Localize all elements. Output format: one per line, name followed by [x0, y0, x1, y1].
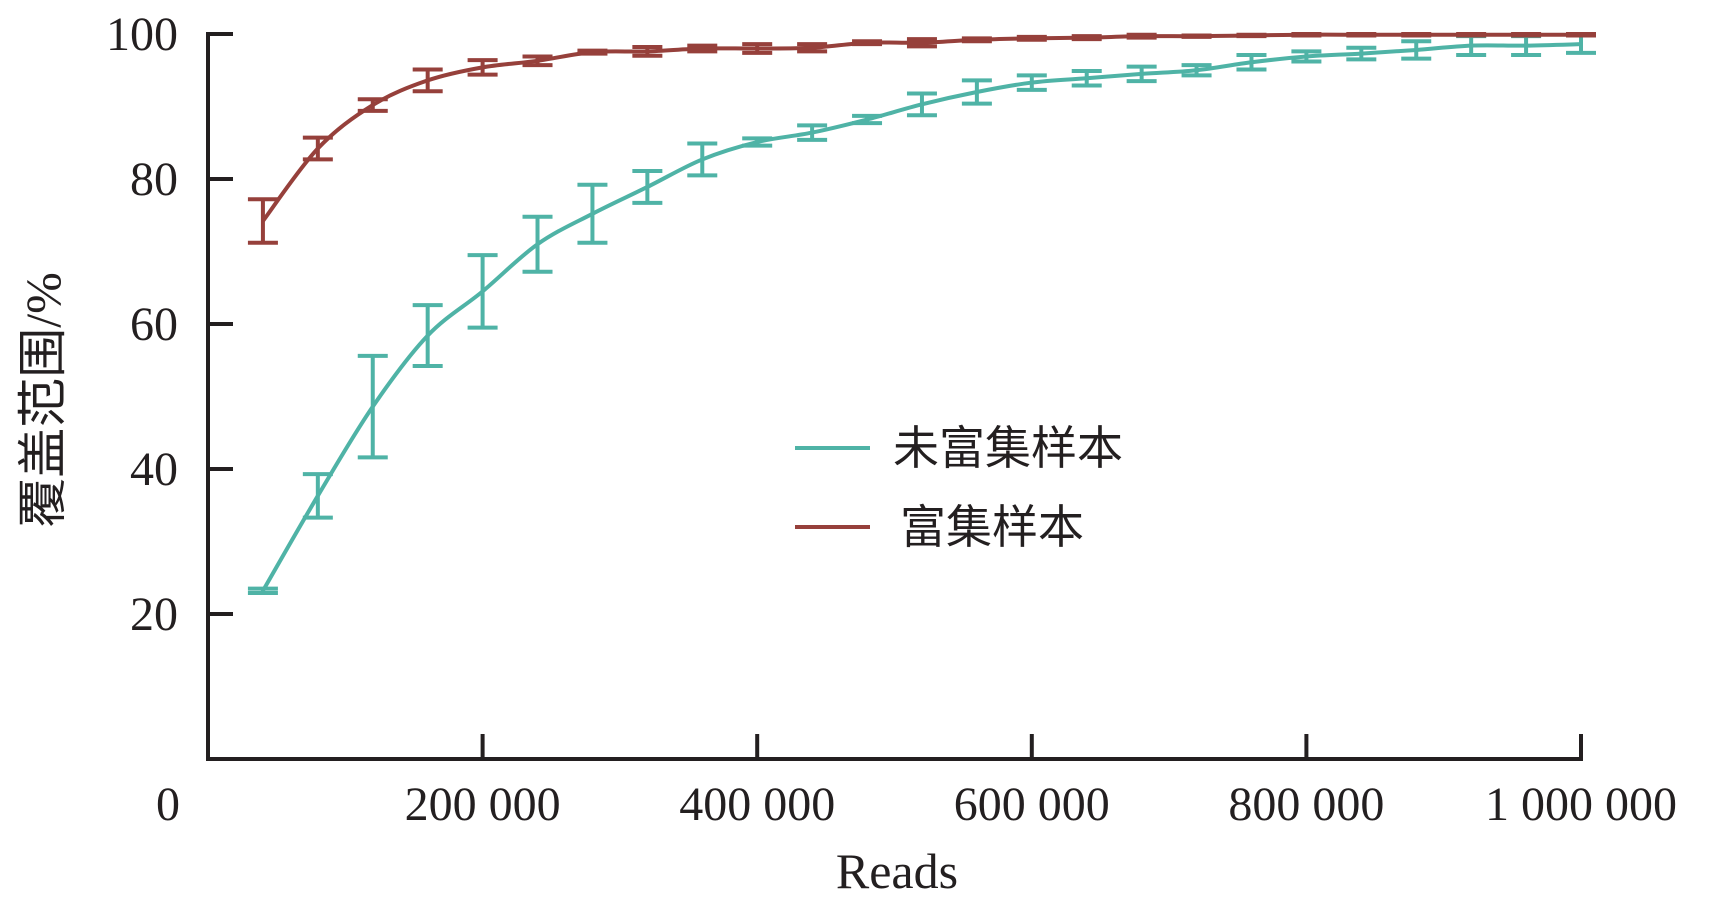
error-bar: [247, 197, 278, 245]
x-tick-label: 600 000: [954, 778, 1110, 831]
error-bar: [467, 253, 498, 330]
series-line: [261, 42, 1582, 592]
error-bar: [797, 42, 828, 54]
error-bar: [1511, 32, 1542, 38]
error-bar: [412, 67, 443, 94]
error-bar: [302, 135, 333, 162]
error-bar: [522, 214, 553, 274]
y-tick-label: 100: [106, 8, 178, 61]
x-tick-label: 1 000 000: [1485, 778, 1677, 831]
error-bar: [1566, 32, 1596, 38]
error-bar: [961, 36, 992, 44]
legend: 未富集样本 富集样本: [795, 421, 1123, 554]
error-bar: [1456, 32, 1487, 38]
error-bar: [687, 141, 718, 178]
error-bar: [1126, 32, 1157, 40]
error-bar: [632, 169, 663, 205]
error-bar: [1126, 64, 1157, 84]
error-bar: [1291, 49, 1322, 64]
legend-label-enriched: 富集样本: [900, 500, 1084, 554]
error-bar: [522, 54, 553, 68]
error-bar: [1401, 39, 1432, 61]
x-tick-label: 200 000: [405, 778, 561, 831]
series-line: [261, 32, 1581, 223]
error-bar: [577, 182, 608, 245]
y-tick-label: 60: [130, 298, 178, 351]
x-tick-label: 800 000: [1228, 778, 1384, 831]
error-bar: [412, 303, 443, 369]
error-bar: [1346, 32, 1377, 38]
error-bar: [357, 97, 388, 113]
error-bar: [357, 353, 388, 460]
error-bar: [852, 39, 883, 47]
error-bar: [1016, 34, 1047, 42]
x-tick-label: 0: [156, 778, 180, 831]
y-tick-label: 20: [130, 588, 178, 641]
x-axis-title: Reads: [836, 843, 958, 899]
error-bar: [632, 45, 663, 58]
axes: 20 40 60 80 100 0 200 000 400 000 600 000 800 000…: [106, 8, 1677, 831]
error-bar: [1071, 68, 1102, 88]
error-bar: [1291, 32, 1322, 38]
error-bar: [742, 136, 773, 148]
error-bar: [1401, 32, 1432, 38]
error-bar: [467, 58, 498, 77]
error-bar: [1236, 53, 1267, 72]
error-bar: [906, 37, 937, 49]
error-bar: [961, 78, 992, 106]
y-tick-label: 40: [130, 443, 178, 496]
error-bar: [1016, 73, 1047, 92]
error-bar: [247, 586, 278, 595]
error-bar: [1236, 32, 1267, 39]
x-tick-label: 400 000: [679, 778, 835, 831]
error-bar: [1071, 34, 1102, 42]
y-tick-label: 80: [130, 153, 178, 206]
series-1: [247, 32, 1596, 245]
y-axis-title: 覆盖范围/%: [15, 272, 71, 528]
error-bar: [1346, 45, 1377, 62]
error-bar: [577, 48, 608, 56]
error-bar: [1181, 33, 1212, 39]
error-bar: [302, 472, 333, 520]
error-bar: [742, 42, 773, 55]
error-bar: [906, 91, 937, 118]
error-bar: [852, 113, 883, 126]
error-bar: [687, 43, 718, 54]
error-bar: [1181, 63, 1212, 78]
series-layer: [247, 32, 1596, 595]
error-bar: [797, 123, 828, 142]
legend-label-unenriched: 未富集样本: [893, 421, 1123, 475]
